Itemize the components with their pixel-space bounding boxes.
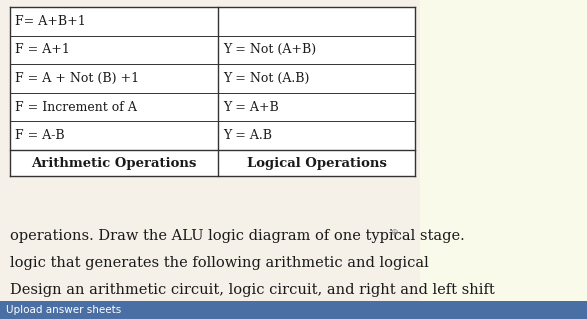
Text: F = A+1: F = A+1 bbox=[15, 43, 70, 56]
Text: Design an arithmetic circuit, logic circuit, and right and left shift: Design an arithmetic circuit, logic circ… bbox=[10, 283, 495, 297]
Bar bbox=[0, 301, 587, 319]
Text: Y = Not (A+B): Y = Not (A+B) bbox=[223, 43, 316, 56]
Text: F= A+B+1: F= A+B+1 bbox=[15, 15, 86, 28]
Text: Y = A.B: Y = A.B bbox=[223, 129, 272, 142]
Text: F = A-B: F = A-B bbox=[15, 129, 65, 142]
Text: ⊕: ⊕ bbox=[390, 228, 397, 237]
Text: F = A + Not (B) +1: F = A + Not (B) +1 bbox=[15, 72, 139, 85]
Text: Logical Operations: Logical Operations bbox=[247, 157, 386, 169]
Text: Arithmetic Operations: Arithmetic Operations bbox=[31, 157, 197, 169]
Text: F = Increment of A: F = Increment of A bbox=[15, 100, 137, 114]
Text: Y = Not (A.B): Y = Not (A.B) bbox=[223, 72, 309, 85]
Bar bbox=[10, 7, 415, 176]
Text: logic that generates the following arithmetic and logical: logic that generates the following arith… bbox=[10, 256, 429, 270]
Text: Y = A+B: Y = A+B bbox=[223, 100, 279, 114]
Bar bbox=[0, 0, 420, 301]
Text: Upload answer sheets: Upload answer sheets bbox=[6, 305, 122, 315]
Text: operations. Draw the ALU logic diagram of one typical stage.: operations. Draw the ALU logic diagram o… bbox=[10, 229, 465, 243]
Bar bbox=[420, 0, 587, 301]
